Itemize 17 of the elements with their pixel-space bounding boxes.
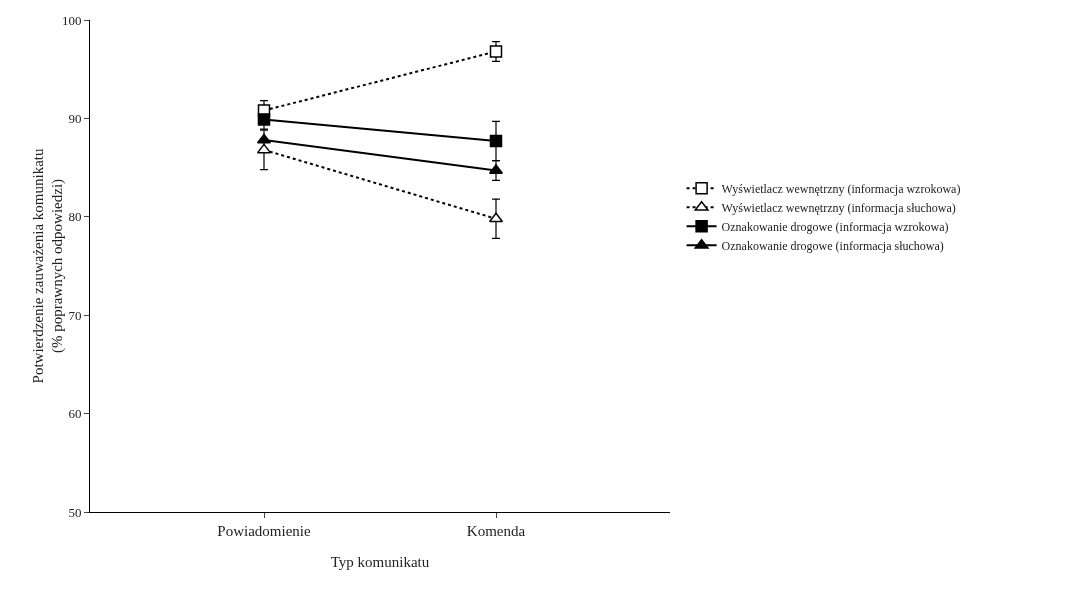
x-tick-label: Komenda (466, 523, 526, 539)
y-tick-label: 70 (68, 307, 82, 323)
point (489, 134, 503, 148)
y-tick-label: 60 (68, 406, 82, 422)
point (489, 45, 503, 58)
y-axis-title: Potwierdzenie zauważenia komunikatu (% poprawnych odpowiedzi) (29, 148, 67, 384)
x-tick-label: Powiadomienie (217, 523, 311, 539)
point (257, 113, 271, 126)
y-tick-label: 50 (68, 504, 82, 520)
legend-label: Wyświetlacz wewnętrzny (informacja wzrokowa) (721, 181, 961, 196)
y-tick-label: 100 (61, 12, 82, 28)
x-axis-title: Typ komunikatu (330, 554, 430, 570)
legend-label: Oznakowanie drogowe (informacja wzrokowa) (721, 219, 949, 234)
y-tick-label: 80 (68, 209, 82, 225)
legend-label: Oznakowanie drogowe (informacja słuchowa) (721, 238, 944, 253)
y-tick-label: 90 (68, 110, 82, 126)
legend-label: Wyświetlacz wewnętrzny (informacja słuchowa) (721, 200, 956, 215)
